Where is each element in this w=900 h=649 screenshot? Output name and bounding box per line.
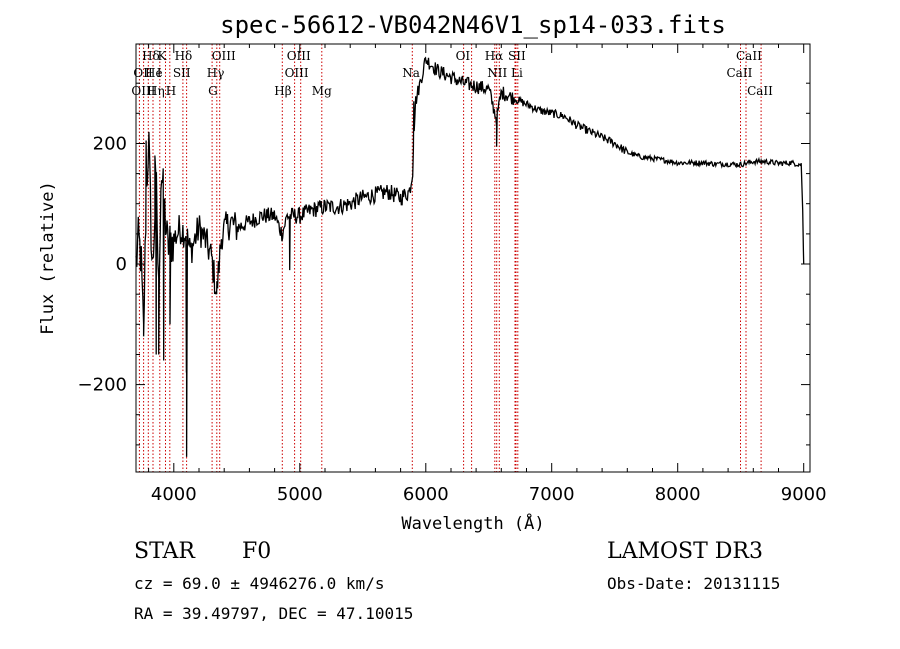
sky-coordinates: RA = 39.49797, DEC = 47.10015 bbox=[134, 604, 414, 623]
line-label: Mg bbox=[312, 84, 332, 98]
line-label: SII bbox=[508, 49, 526, 63]
observation-date: Obs-Date: 20131115 bbox=[607, 574, 781, 593]
line-label: OIII bbox=[287, 49, 311, 63]
line-label: CaII bbox=[747, 84, 773, 98]
line-label: CaII bbox=[736, 49, 762, 63]
line-label: OII bbox=[133, 66, 153, 80]
line-label: OIII bbox=[285, 66, 309, 80]
line-label: H bbox=[166, 84, 176, 98]
line-label: CaII bbox=[727, 66, 753, 80]
chart-title: spec-56612-VB042N46V1_sp14-033.fits bbox=[220, 11, 726, 39]
line-label: Hδ bbox=[175, 49, 193, 63]
survey-name: LAMOST DR3 bbox=[607, 539, 763, 564]
plot-frame bbox=[135, 43, 811, 473]
x-tick-label: 9000 bbox=[781, 484, 827, 505]
line-label: He bbox=[145, 66, 163, 80]
line-label: OIII bbox=[212, 49, 236, 63]
y-axis-label: Flux (relative) bbox=[38, 181, 58, 335]
redshift-velocity: cz = 69.0 ± 4946276.0 km/s bbox=[134, 574, 385, 593]
x-axis-ticks: 4000 5000 6000 7000 8000 9000 bbox=[148, 44, 827, 505]
line-label: Hβ bbox=[274, 84, 291, 98]
line-label: Hδ bbox=[142, 49, 160, 63]
line-label: NII bbox=[487, 66, 507, 80]
line-label: Hη bbox=[147, 84, 165, 98]
x-tick-label: 4000 bbox=[151, 484, 197, 505]
flux-trace bbox=[135, 56, 805, 457]
line-label: Li bbox=[511, 66, 523, 80]
x-tick-label: 6000 bbox=[403, 484, 449, 505]
y-tick-label: −200 bbox=[78, 375, 127, 396]
x-tick-label: 8000 bbox=[655, 484, 701, 505]
x-tick-label: 5000 bbox=[277, 484, 323, 505]
y-axis-ticks: −200 0 200 bbox=[78, 82, 810, 446]
line-label: OI bbox=[456, 49, 471, 63]
line-label: OIII bbox=[131, 84, 155, 98]
object-subclass: F0 bbox=[242, 539, 272, 564]
y-tick-label: 0 bbox=[116, 254, 127, 275]
line-label: K bbox=[158, 49, 168, 63]
x-axis-label: Wavelength (Å) bbox=[401, 512, 544, 534]
line-label: Hγ bbox=[207, 66, 225, 80]
line-label: SII bbox=[173, 66, 191, 80]
line-label: Na bbox=[402, 66, 420, 80]
line-label: G bbox=[208, 84, 218, 98]
object-class: STAR bbox=[134, 539, 195, 564]
x-tick-label: 7000 bbox=[529, 484, 575, 505]
line-label: Hα bbox=[485, 49, 504, 63]
emission-line-markers bbox=[138, 44, 762, 472]
line-label: I bbox=[157, 66, 162, 80]
y-tick-label: 200 bbox=[93, 134, 127, 155]
